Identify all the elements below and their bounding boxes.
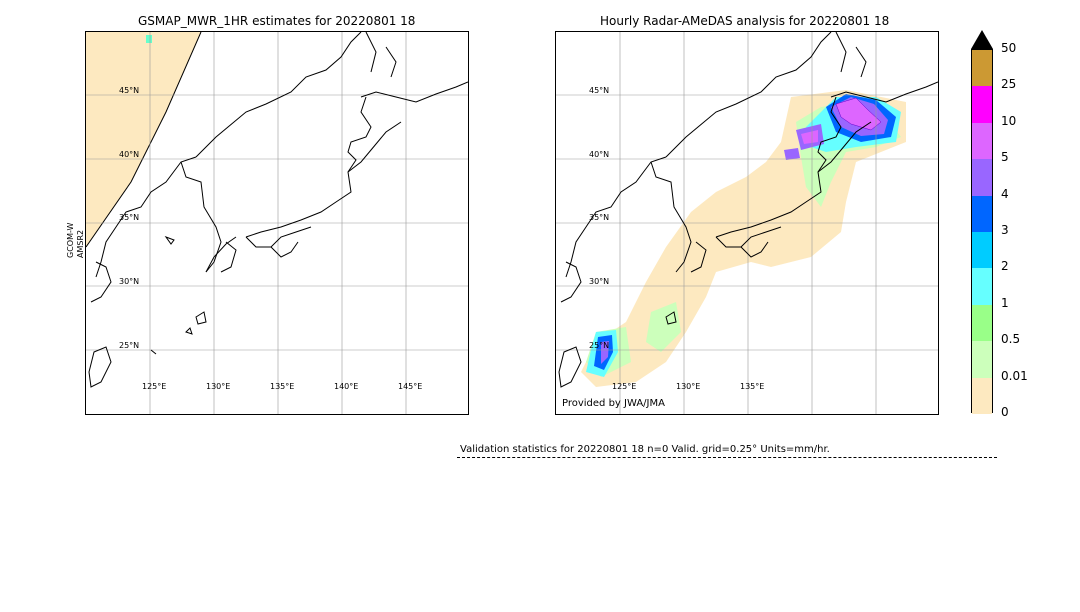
right-gridlines	[556, 32, 938, 414]
left-coastlines	[88, 32, 468, 388]
left-lat-label: 25°N	[119, 341, 140, 350]
left-lon-label: 125°E	[142, 382, 167, 391]
right-lat-label: 45°N	[589, 86, 610, 95]
colorbar-tick-label: 0	[1001, 405, 1009, 419]
satellite-label-gcomw: GCOM-W	[66, 222, 75, 258]
right-lat-label: 30°N	[589, 277, 610, 286]
colorbar-tick-label: 4	[1001, 186, 1009, 201]
left-lon-label: 135°E	[270, 382, 295, 391]
left-lon-label: 130°E	[206, 382, 231, 391]
swath-region	[86, 32, 201, 247]
left-lat-label: 30°N	[119, 277, 140, 286]
swath-edge	[86, 32, 202, 248]
left-gridlines	[86, 32, 468, 414]
left-panel-title: GSMAP_MWR_1HR estimates for 20220801 18	[138, 14, 416, 28]
colorbar-segment	[972, 86, 992, 124]
colorbar-segment	[972, 195, 992, 233]
left-map	[85, 31, 469, 415]
colorbar-segment	[972, 304, 992, 342]
colorbar-segment	[972, 159, 992, 197]
precip-magenta-region	[801, 130, 818, 144]
right-lat-label: 25°N	[589, 341, 610, 350]
right-coastlines	[558, 32, 938, 388]
right-map: Provided by JWA/JMA	[555, 31, 939, 415]
left-map-canvas	[86, 32, 468, 414]
provider-credit: Provided by JWA/JMA	[562, 398, 665, 409]
left-lon-label: 140°E	[334, 382, 359, 391]
colorbar-tick-label: 0.5	[1001, 332, 1021, 347]
colorbar-segment	[972, 341, 992, 379]
colorbar-tick-label: 2	[1001, 259, 1009, 274]
colorbar	[971, 49, 993, 415]
colorbar-segment	[972, 50, 992, 87]
colorbar-tick-label: 25	[1001, 77, 1017, 92]
satellite-label-amsr2: AMSR2	[76, 229, 85, 258]
swath-cell	[146, 35, 152, 43]
right-lon-label: 130°E	[676, 382, 701, 391]
right-lat-label: 35°N	[589, 213, 610, 222]
colorbar-segment	[972, 377, 992, 415]
precip-purple-region	[784, 148, 800, 160]
colorbar-segment	[972, 122, 992, 160]
colorbar-segment	[972, 232, 992, 269]
colorbar-tick-label: 3	[1001, 223, 1009, 237]
colorbar-tick-label: 50	[1001, 41, 1017, 55]
validation-underline	[457, 457, 997, 458]
colorbar-tick-label: 10	[1001, 113, 1017, 128]
left-lon-label: 145°E	[398, 382, 423, 391]
right-panel-title: Hourly Radar-AMeDAS analysis for 2022080…	[600, 14, 890, 28]
left-lat-label: 35°N	[119, 213, 140, 222]
left-lat-label: 40°N	[119, 150, 140, 159]
right-lat-label: 40°N	[589, 150, 610, 159]
precip-purple-region	[601, 341, 609, 364]
right-lon-label: 135°E	[740, 382, 765, 391]
colorbar-over-triangle	[971, 30, 993, 49]
colorbar-tick-label: 1	[1001, 295, 1009, 310]
precip-green-region	[646, 302, 681, 352]
colorbar-segment	[972, 268, 992, 306]
left-lat-label: 45°N	[119, 86, 140, 95]
right-lon-label: 125°E	[612, 382, 637, 391]
right-map-canvas	[556, 32, 938, 414]
colorbar-tick-label: 0.01	[1001, 368, 1028, 383]
validation-statistics: Validation statistics for 20220801 18 n=…	[460, 444, 830, 455]
colorbar-tick-label: 5	[1001, 150, 1009, 165]
